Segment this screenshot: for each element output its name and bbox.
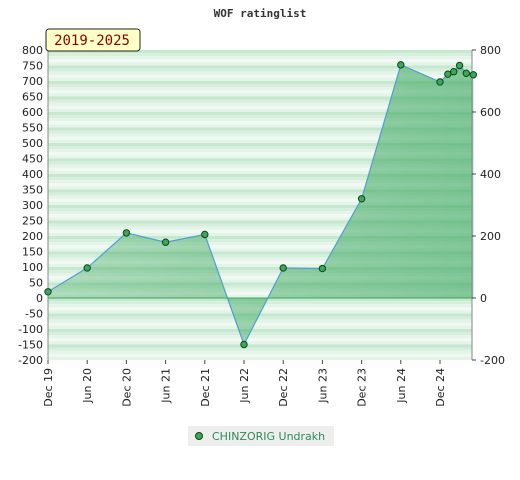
y-left-tick-label: -150: [18, 339, 43, 352]
data-point: [357, 195, 366, 203]
data-point: [450, 68, 458, 76]
y-right-tick-label: 0: [480, 292, 487, 305]
y-right-tick-label: 800: [480, 44, 501, 57]
data-point: [455, 61, 464, 70]
legend-marker: [195, 432, 203, 440]
y-right-tick-label: 600: [480, 106, 501, 119]
data-point: [397, 61, 405, 69]
period-badge: 2019-2025: [45, 28, 141, 52]
data-point: [44, 288, 52, 296]
period-badge-label: 2019-2025: [54, 33, 130, 49]
legend: CHINZORIG Undrakh: [188, 426, 334, 446]
y-right-tick-label: 400: [480, 168, 501, 181]
data-point: [469, 71, 478, 79]
background-bands: [48, 50, 472, 360]
y-left-tick-label: 400: [22, 168, 43, 181]
y-left-tick-label: 500: [22, 137, 43, 150]
y-left-tick-label: 750: [22, 60, 43, 73]
data-point: [201, 230, 209, 239]
series-area: [48, 64, 474, 345]
y-right-tick-label: -200: [480, 354, 505, 367]
y-left-tick-label: 650: [22, 91, 43, 104]
y-axis-right: 800 600 400 200 0 -200: [471, 44, 505, 367]
y-left-tick-label: 350: [22, 184, 43, 197]
x-tick-label: Jun 22: [238, 368, 251, 404]
y-left-tick-label: 150: [22, 246, 43, 259]
x-tick-label: Jun 24: [395, 368, 408, 404]
y-left-tick-label: 250: [22, 215, 43, 228]
x-tick-label: Dec 19: [42, 368, 55, 407]
x-tick-label: Dec 23: [356, 368, 369, 407]
y-left-tick-label: 450: [22, 153, 43, 166]
y-left-tick-label: 600: [22, 106, 43, 119]
x-tick-label: Dec 24: [434, 368, 447, 407]
series-line: [47, 64, 474, 347]
y-left-tick-label: -100: [18, 323, 43, 336]
x-tick-label: Jun 23: [316, 368, 329, 404]
data-point: [462, 69, 470, 77]
x-tick-label: Dec 20: [120, 368, 133, 407]
data-point: [279, 264, 287, 272]
data-point: [318, 264, 327, 273]
data-point: [83, 264, 91, 272]
data-point: [436, 78, 444, 86]
y-left-tick-label: 800: [22, 44, 43, 57]
chart-title: WOF ratinglist: [214, 7, 307, 20]
data-points: [44, 61, 478, 349]
data-point: [240, 340, 248, 349]
y-left-tick-label: 50: [29, 277, 43, 290]
y-left-tick-label: 0: [36, 292, 43, 305]
y-axis-left: 8007507006506005505004504003503002502001…: [18, 44, 49, 367]
x-tick-label: Dec 21: [199, 368, 212, 407]
y-left-tick-label: -200: [18, 354, 43, 367]
x-axis: Dec 19 Jun 20 Dec 20 Jun 21 Dec 21 Jun 22 Dec …: [42, 360, 447, 407]
y-left-tick-label: 550: [22, 122, 43, 135]
y-left-tick-label: 300: [22, 199, 43, 212]
x-tick-label: Jun 21: [160, 368, 173, 404]
data-point: [161, 238, 170, 246]
y-left-tick-label: 100: [22, 261, 43, 274]
y-left-tick-label: -50: [25, 308, 43, 321]
x-tick-label: Jun 20: [81, 368, 94, 404]
x-tick-label: Dec 22: [277, 368, 290, 407]
data-point: [122, 229, 131, 237]
y-left-tick-label: 700: [22, 75, 43, 88]
y-right-tick-label: 200: [480, 230, 501, 243]
legend-label: CHINZORIG Undrakh: [212, 430, 325, 443]
area-layer: [47, 64, 474, 347]
y-left-tick-label: 200: [22, 230, 43, 243]
